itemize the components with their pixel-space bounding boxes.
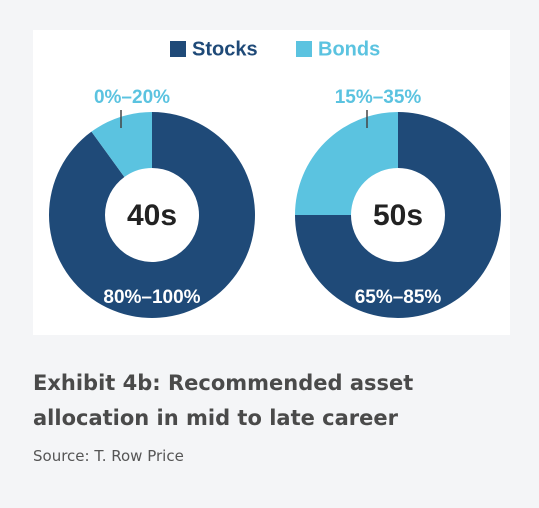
- legend-label: Bonds: [318, 38, 380, 60]
- center-label: 40s: [127, 199, 177, 232]
- range-label: 15%–35%: [335, 87, 422, 108]
- caption-source: Source: T. Row Price: [33, 447, 184, 465]
- range-label: 65%–85%: [355, 287, 442, 308]
- range-label: 80%–100%: [103, 287, 200, 308]
- donut-slice: [295, 112, 501, 318]
- chart: Stocks Bonds 40s 80%–100% 0%–20% 50s 65%–85% 15…: [33, 30, 510, 335]
- donut-slice: [295, 112, 398, 215]
- center-label: 50s: [373, 199, 423, 232]
- legend-label: Stocks: [192, 38, 258, 60]
- caption-title: Exhibit 4b: Recommended asset allocation…: [33, 371, 414, 430]
- legend-swatch: [296, 41, 312, 57]
- range-label: 0%–20%: [94, 87, 170, 108]
- legend-swatch: [170, 41, 186, 57]
- donut-slice: [48, 112, 255, 319]
- donut-slice: [91, 112, 152, 177]
